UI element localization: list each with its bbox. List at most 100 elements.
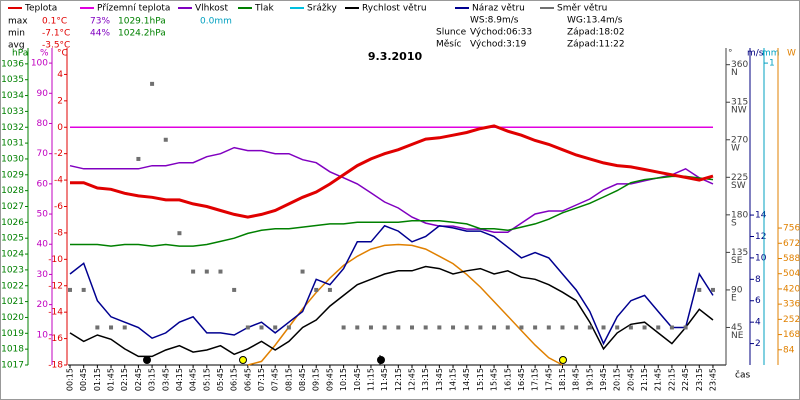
x-tick-label: 20:45 — [626, 368, 635, 391]
x-tick-label: 01:45 — [107, 368, 116, 391]
y-tick-label: 1025 — [1, 234, 24, 244]
x-tick-label: 22:15 — [667, 368, 676, 391]
x-tick-label: 06:15 — [230, 368, 239, 391]
y-tick-label: 1019 — [1, 329, 24, 339]
direction-point — [464, 325, 469, 330]
moonrise-marker — [143, 356, 151, 364]
x-tick-label: 02:45 — [134, 368, 143, 391]
y-tick-label: 60 — [37, 179, 49, 189]
direction-point — [204, 269, 209, 274]
x-tick-label: 14:15 — [449, 368, 458, 391]
x-tick-label: 14:45 — [462, 368, 471, 391]
direction-point — [368, 325, 373, 330]
y-tick-label: 4 — [755, 318, 761, 328]
y-tick-label: 70 — [37, 149, 49, 159]
x-tick-label: 19:15 — [585, 368, 594, 391]
y-tick-label: 12 — [755, 232, 766, 242]
direction-point — [163, 137, 168, 142]
x-tick-label: 09:15 — [312, 368, 321, 391]
x-tick-label: 23:45 — [708, 368, 717, 391]
y-tick-name: SW — [731, 181, 746, 191]
direction-point — [218, 269, 223, 274]
stat: 44% — [90, 29, 110, 39]
direction-point — [355, 325, 360, 330]
direction-point — [437, 325, 442, 330]
direction-point — [396, 325, 401, 330]
sunset-marker — [559, 356, 567, 364]
info-ws: WS:8.9m/s — [470, 16, 519, 26]
y-tick-label: 1033 — [1, 107, 24, 117]
y-tick-label: 225 — [731, 173, 748, 183]
y-tick-name: N — [731, 68, 738, 78]
stat: 73% — [90, 17, 110, 27]
x-tick-label: 08:15 — [284, 368, 293, 391]
info-wg: WG:13.4m/s — [567, 16, 623, 26]
direction-point — [122, 325, 127, 330]
y-tick-label: -4 — [54, 176, 63, 186]
y-tick-label: 1027 — [1, 202, 24, 212]
y-tick-label: 1030 — [1, 154, 24, 164]
x-tick-label: 12:45 — [408, 368, 417, 391]
direction-point — [656, 325, 661, 330]
y-tick-label: 6 — [755, 296, 761, 306]
series-line — [69, 224, 714, 346]
y-tick-label: 1018 — [1, 345, 24, 355]
y-tick-label: 1 — [769, 59, 775, 69]
x-tick-label: 06:45 — [243, 368, 252, 391]
direction-point — [273, 325, 278, 330]
y-tick-label: 14 — [755, 211, 767, 221]
sunrise-marker — [239, 356, 247, 364]
direction-point — [259, 325, 264, 330]
series-line — [69, 265, 714, 358]
direction-point — [136, 156, 141, 161]
legend-label: Srážky — [307, 4, 338, 14]
x-tick-label: 08:45 — [298, 368, 307, 391]
y-tick-name: SE — [731, 256, 743, 266]
direction-point — [177, 231, 182, 236]
direction-point — [710, 287, 715, 292]
x-tick-label: 10:15 — [339, 368, 348, 391]
stat: min — [8, 29, 25, 39]
y-tick-label: 4 — [57, 70, 63, 80]
direction-point — [423, 325, 428, 330]
radiation-line — [247, 243, 563, 366]
y-tick-label: 80 — [37, 119, 49, 129]
y-tick-label: 1028 — [1, 186, 24, 196]
direction-point — [546, 325, 551, 330]
legend-label: Teplota — [24, 4, 57, 14]
stat: 0.1°C — [42, 17, 67, 27]
moonset-marker — [377, 356, 385, 364]
x-tick-label: 15:45 — [490, 368, 499, 391]
y-tick-label: -18 — [48, 361, 63, 371]
y-tick-name: NE — [731, 331, 744, 341]
direction-point — [642, 325, 647, 330]
y-axis-title: % — [40, 49, 49, 59]
y-tick-label: 90 — [731, 285, 743, 295]
x-tick-label: 04:45 — [189, 368, 198, 391]
direction-point — [683, 325, 688, 330]
stat: -3.5°C — [42, 41, 70, 51]
y-tick-label: 1031 — [1, 139, 24, 149]
direction-point — [81, 287, 86, 292]
direction-point — [382, 325, 387, 330]
y-tick-label: 90 — [37, 89, 49, 99]
info-sun: Slunce — [436, 28, 467, 38]
chart-title: 9.3.2010 — [368, 50, 423, 63]
direction-point — [68, 287, 72, 292]
y-tick-label: 2 — [57, 96, 63, 106]
y-tick-label: 1036 — [1, 59, 24, 69]
y-tick-label: 10 — [37, 330, 49, 340]
y-tick-name: E — [731, 293, 737, 303]
info-moonset: Západ:11:22 — [567, 40, 625, 50]
y-tick-name: W — [731, 143, 740, 153]
x-tick-label: 12:15 — [394, 368, 403, 391]
y-tick-label: 30 — [37, 270, 49, 280]
y-tick-label: 50 — [37, 210, 49, 220]
x-tick-label: 03:15 — [148, 368, 157, 391]
y-tick-label: 2 — [755, 339, 761, 349]
x-tick-label: 13:15 — [421, 368, 430, 391]
info-moon: Měsíc — [436, 40, 461, 50]
x-tick-label: 20:15 — [613, 368, 622, 391]
stat: 1029.1hPa — [118, 17, 166, 27]
direction-point — [327, 287, 332, 292]
